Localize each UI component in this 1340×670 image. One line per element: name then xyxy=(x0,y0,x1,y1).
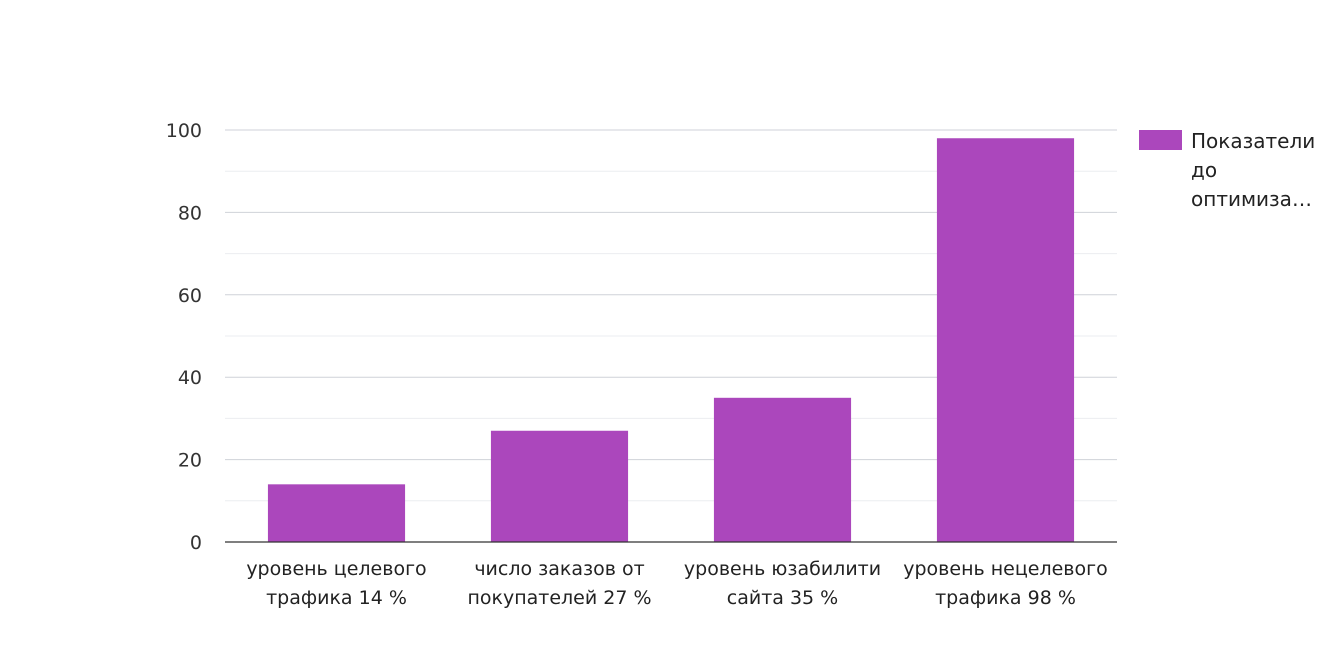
y-tick-label: 0 xyxy=(190,532,202,554)
x-category-label: сайта 35 % xyxy=(727,587,838,609)
y-axis: 0 20 40 60 80 100 xyxy=(166,120,202,554)
bar-4[interactable] xyxy=(936,138,1075,543)
x-category-label: уровень юзабилити xyxy=(684,558,881,580)
y-tick-label: 40 xyxy=(178,367,202,389)
x-axis: уровень целевого трафика 14 % число заказо… xyxy=(225,541,1117,609)
x-category-label: уровень нецелевого xyxy=(903,558,1107,580)
legend[interactable]: Показатели до оптимиза… xyxy=(1139,129,1315,211)
y-tick-label: 20 xyxy=(178,450,202,472)
x-category-label: трафика 98 % xyxy=(935,587,1076,609)
bars xyxy=(267,138,1075,543)
legend-label: оптимиза… xyxy=(1191,187,1312,211)
legend-label: Показатели xyxy=(1191,129,1315,153)
bar-3[interactable] xyxy=(713,397,852,542)
x-category-label: трафика 14 % xyxy=(266,587,407,609)
legend-label: до xyxy=(1191,158,1217,182)
x-category-label: покупателей 27 % xyxy=(467,587,651,609)
bar-1[interactable] xyxy=(267,484,406,542)
legend-swatch xyxy=(1139,130,1182,150)
grid-layer xyxy=(225,129,1117,502)
y-tick-label: 60 xyxy=(178,285,202,307)
y-tick-label: 80 xyxy=(178,202,202,224)
x-category-label: уровень целевого xyxy=(246,558,426,580)
bar-2[interactable] xyxy=(490,430,629,542)
x-category-label: число заказов от xyxy=(474,558,644,580)
y-tick-label: 100 xyxy=(166,120,202,142)
